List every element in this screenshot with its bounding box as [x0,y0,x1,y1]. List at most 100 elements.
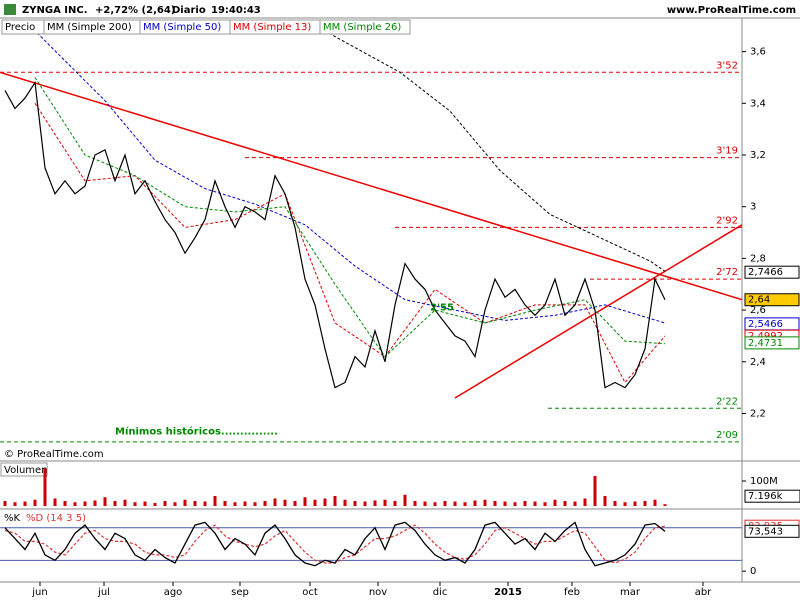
volume-bar [83,501,87,506]
annotation: Mínimos históricos............... [115,426,278,438]
volume-bar [273,498,277,506]
volume-bar [263,501,267,506]
volume-bar [73,502,77,506]
x-tick-label: feb [564,587,580,598]
legend-box [319,19,411,35]
time: 19:40:43 [211,5,261,16]
volume-bar [193,501,197,506]
volume-bar [443,501,447,506]
level-label: 2'92 [716,215,738,226]
volume-bar [573,501,577,506]
level-label: 2'09 [716,430,738,441]
panel-title: Volumen [4,465,48,476]
volume-bar [603,496,607,506]
title: ZYNGA INC. [22,5,88,16]
y-tick-label: 2,8 [750,253,766,264]
y-tick-label: 2,4 [750,357,766,368]
volume-bar [643,501,647,506]
y-tick-label: 2,6 [750,305,766,316]
volume-bar [663,504,667,506]
change: +2,72% (2,64) [95,5,175,16]
value-label: 7.196k [748,491,783,502]
volume-bar [563,501,567,506]
trend-line [454,224,743,399]
x-tick-label: 2015 [494,587,522,598]
y-tick-label: 3,4 [750,98,766,109]
volume-bar [433,502,437,506]
volume-bar [203,501,207,506]
volume-bar [63,501,67,506]
volume-bar [23,501,27,506]
moving-average [319,27,666,272]
x-tick-label: oct [302,587,318,598]
value-label: 2,4731 [748,338,783,349]
x-tick-label: abr [695,587,712,598]
volume-bar [283,499,287,506]
y-tick-label: 3,2 [750,150,766,161]
x-tick-label: jul [97,587,110,598]
x-tick-label: ago [164,587,183,598]
volume-bar [243,501,247,506]
legend-entry: MM (Simple 50) [143,22,221,33]
x-tick-label: jun [31,587,47,598]
copyright: © ProRealTime.com [4,449,104,460]
y-tick-label: 0 [750,566,756,577]
volume-bar [153,503,157,506]
volume-bar [503,501,507,506]
level-label: 3'52 [716,60,738,71]
volume-bar [233,502,237,506]
volume-bar [93,500,97,506]
volume-bar [463,502,467,506]
volume-bar [453,501,457,506]
legend-entry: MM (Simple 26) [323,22,401,33]
volume-bar [253,502,257,506]
value-label: 73,543 [748,526,783,537]
volume-bar [343,499,347,506]
volume-bar [293,501,297,506]
oscillator-line [4,521,666,567]
volume-bar [403,494,407,506]
volume-bar [513,502,517,506]
y-tick-label: 3,6 [750,47,766,58]
volume-bar [553,499,557,506]
volume-bar [143,501,147,506]
volume-bar [13,502,17,506]
volume-bar [163,501,167,506]
volume-bar [123,499,127,506]
volume-bar [543,502,547,506]
moving-average [29,25,666,324]
volume-bar [113,501,117,506]
volume-bar [103,497,107,506]
value-label: 2,64 [748,295,770,306]
volume-bar [653,499,657,506]
legend-entry: MM (Simple 200) [47,22,132,33]
volume-bar [523,501,527,506]
volume-bar [473,500,477,506]
value-box [744,336,800,350]
volume-bar [613,501,617,506]
volume-bar [393,501,397,506]
value-label: 2,7466 [748,267,783,278]
legend-entry: MM (Simple 13) [233,22,311,33]
volume-bar [413,501,417,506]
level-label: 3'19 [716,146,738,157]
level-label: 2'22 [716,396,738,407]
volume-bar [373,500,377,506]
volume-bar [623,502,627,506]
volume-bar [303,497,307,506]
volume-bar [313,499,317,506]
volume-bar [333,496,337,506]
price-line [4,80,666,389]
volume-bar [183,499,187,506]
volume-bar [533,501,537,506]
logo [4,4,16,15]
value-box [744,489,800,503]
volume-bar [483,499,487,506]
volume-bar [423,501,427,506]
value-box [744,293,800,307]
source: www.ProRealTime.com [667,5,796,16]
volume-bar [323,498,327,506]
volume-bar [133,502,137,506]
volume-bar [33,499,37,506]
trend-line [0,71,743,301]
